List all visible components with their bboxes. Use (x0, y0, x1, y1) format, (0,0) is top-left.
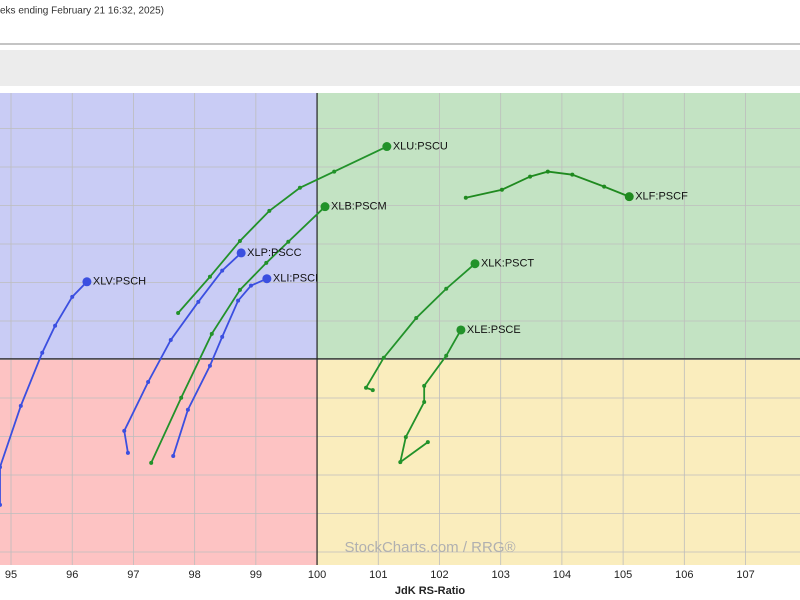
tail-point (149, 460, 154, 465)
tail-point (196, 299, 201, 304)
tail-point (237, 238, 242, 243)
tail-point (570, 172, 575, 177)
subtitle: eks ending February 21 16:32, 2025) (0, 6, 164, 17)
tail-point (463, 195, 468, 200)
tail-point (248, 283, 253, 288)
tail-point (122, 428, 127, 433)
tail-point (425, 440, 430, 445)
tail-point (0, 502, 2, 507)
tail-point (370, 388, 375, 393)
tail-point (236, 298, 241, 303)
tail-point (403, 435, 408, 440)
tail-point (176, 311, 181, 316)
tail-point (237, 287, 242, 292)
x-tick-label: 100 (308, 569, 326, 581)
tail-point (398, 460, 403, 465)
tail-point (185, 407, 190, 412)
tail-point (146, 379, 151, 384)
tail-point (545, 169, 550, 174)
tail-label: XLU:PSCU (393, 140, 448, 152)
tail-label: XLK:PSCT (481, 258, 534, 270)
tail-point (499, 187, 504, 192)
x-tick-label: 97 (127, 569, 139, 581)
tail-label: XLP:PSCC (247, 247, 301, 259)
horizontal-grid (0, 93, 800, 565)
tail-point (220, 334, 225, 339)
tail-label: XLI:PSCI (273, 273, 318, 285)
tail-point (444, 353, 449, 358)
tail-point (0, 465, 2, 470)
tail: XLK:PSCT (364, 258, 534, 393)
x-axis-title: JdK RS-Ratio (395, 585, 466, 597)
x-tick-label: 99 (250, 569, 262, 581)
tail-point (414, 316, 419, 321)
tail-point (220, 268, 225, 273)
watermark: StockCharts.com / RRG® (344, 539, 515, 556)
tail: XLV:PSCH (0, 276, 146, 507)
tail: XLU:PSCU (176, 140, 448, 316)
tail-label: XLV:PSCH (93, 276, 146, 288)
tail: XLP:PSCC (122, 247, 302, 455)
center-lines (0, 93, 800, 565)
x-tick-label: 107 (736, 569, 754, 581)
tail: XLI:PSCI (171, 273, 318, 458)
tail-point (264, 260, 269, 265)
tail-head (624, 192, 634, 202)
tail-point (444, 286, 449, 291)
tail-point (381, 355, 386, 360)
x-tick-label: 105 (614, 569, 632, 581)
tail-head (262, 274, 272, 284)
x-tick-label: 95 (5, 569, 17, 581)
tail-head (382, 142, 392, 152)
tail-point (267, 208, 272, 213)
tail-point (125, 450, 130, 455)
tail-head (470, 259, 480, 269)
tail-head (82, 277, 92, 287)
tail-point (528, 174, 533, 179)
x-tick-label: 104 (553, 569, 571, 581)
tail-head (456, 325, 466, 335)
tail-point (179, 395, 184, 400)
tail-point (364, 385, 369, 390)
tail: XLB:PSCM (149, 201, 387, 465)
tail: XLF:PSCF (463, 169, 688, 203)
tail: XLE:PSCE (398, 324, 521, 465)
tail-point (422, 400, 427, 405)
tail-point (602, 184, 607, 189)
tail-point (171, 453, 176, 458)
tail-point (209, 331, 214, 336)
tail-point (70, 294, 75, 299)
tail-label: XLB:PSCM (331, 201, 387, 213)
tail-point (207, 363, 212, 368)
tails: XLU:PSCU XLB:PSCM XLP:PSCC XLI:PSCI XLV:PSCH… (0, 140, 688, 507)
x-tick-label: 103 (492, 569, 510, 581)
x-tick-label: 106 (675, 569, 693, 581)
tail-point (53, 323, 58, 328)
tail-point (18, 403, 23, 408)
tail-point (422, 383, 427, 388)
x-tick-label: 102 (430, 569, 448, 581)
tail-point (168, 337, 173, 342)
tail-point (286, 239, 291, 244)
tail-point (207, 274, 212, 279)
tail-point (40, 350, 45, 355)
toolbar-band (0, 50, 800, 86)
tail-label: XLF:PSCF (635, 191, 688, 203)
x-tick-label: 98 (189, 569, 201, 581)
tail-head (236, 248, 246, 258)
tail-head (320, 202, 330, 212)
tail-point (297, 185, 302, 190)
tail-point (332, 169, 337, 174)
tail-label: XLE:PSCE (467, 324, 521, 336)
x-ticks: 95 96 97 98 99 100 101 102 103 104 105 106 107 (5, 569, 755, 581)
x-tick-label: 96 (66, 569, 78, 581)
x-tick-label: 101 (369, 569, 387, 581)
